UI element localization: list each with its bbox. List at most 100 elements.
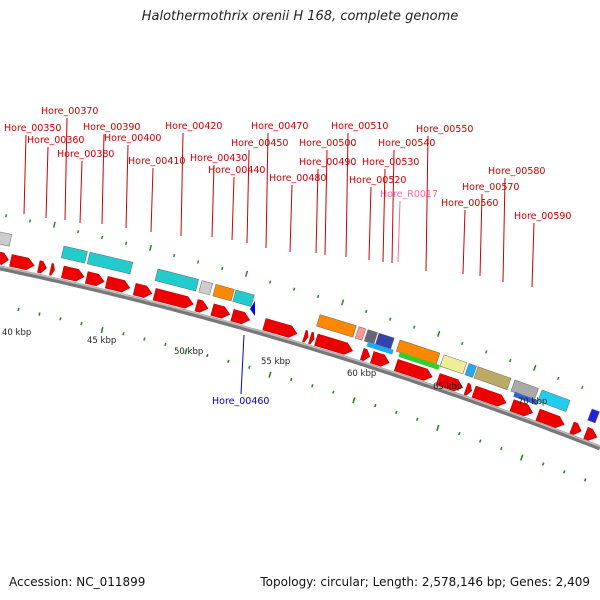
scale-tick xyxy=(80,321,83,326)
gene-label: Hore_00430 xyxy=(190,153,247,164)
cds-arrow xyxy=(49,263,55,276)
gene-leader-line xyxy=(150,167,154,233)
gene-leader-line xyxy=(101,133,105,225)
feature-box xyxy=(232,289,255,307)
scale-tick xyxy=(164,342,167,347)
cds-arrow xyxy=(360,347,371,361)
scale-tick xyxy=(458,431,461,436)
cds-arrow xyxy=(393,359,433,381)
feature-box xyxy=(537,389,571,412)
scale-tick xyxy=(416,417,419,422)
cds-arrow xyxy=(583,427,598,441)
genome-backbone-highlight xyxy=(0,265,600,448)
outer-guide-tick xyxy=(4,214,8,218)
cds-arrow xyxy=(509,399,533,417)
scale-tick xyxy=(478,439,482,443)
gene-label: Hore_00440 xyxy=(208,165,265,176)
outer-guide-tick xyxy=(509,358,512,363)
cds-arrow xyxy=(61,265,85,282)
outer-guide-tick xyxy=(413,325,416,329)
outer-guide-tick xyxy=(221,266,224,271)
gene-leader-line xyxy=(502,177,506,283)
scale-tick xyxy=(311,384,314,388)
gene-leader-line xyxy=(531,222,535,288)
scale-label: 65 kbp xyxy=(433,382,462,392)
scale-tick xyxy=(184,348,188,355)
genome-summary: Topology: circular; Length: 2,578,146 bp… xyxy=(260,575,590,589)
cds-arrow xyxy=(262,318,298,338)
gene-leader-line xyxy=(397,200,401,263)
gene-leader-line xyxy=(231,176,235,241)
scale-label: 40 kbp xyxy=(2,328,31,338)
page-title: Halothermothrix orenii H 168, complete g… xyxy=(141,9,459,24)
scale-tick xyxy=(290,377,293,382)
gene-label: Hore_00560 xyxy=(441,198,498,209)
outer-guide-tick xyxy=(557,376,560,381)
cds-arrow xyxy=(37,260,47,274)
outer-guide-tick xyxy=(437,330,441,337)
feature-stripe xyxy=(513,391,539,406)
gene-leader-line xyxy=(240,334,245,395)
scale-label: 60 kbp xyxy=(347,369,376,379)
feature-box xyxy=(439,354,468,375)
scale-tick xyxy=(499,446,503,451)
feature-box xyxy=(86,251,134,275)
gene-label: Hore_00550 xyxy=(416,124,473,135)
feature-box xyxy=(587,408,600,424)
feature-box xyxy=(154,268,199,292)
scale-tick xyxy=(436,424,440,431)
feature-box xyxy=(198,280,213,296)
feature-stripe xyxy=(398,352,440,370)
outer-guide-tick xyxy=(77,230,80,234)
cds-arrow xyxy=(9,254,35,271)
gene-leader-line xyxy=(64,117,68,221)
outer-guide-tick xyxy=(389,317,392,321)
gene-label: Hore_00350 xyxy=(4,123,61,134)
cds-arrow xyxy=(132,283,153,298)
feature-box xyxy=(61,245,88,264)
feature-box xyxy=(355,326,366,341)
outer-guide-tick xyxy=(101,235,104,240)
gene-label: Hore_00360 xyxy=(27,135,84,146)
outer-guide-tick xyxy=(532,364,537,372)
accession-label: Accession: NC_011899 xyxy=(9,575,146,589)
gene-label: Hore_00540 xyxy=(378,138,435,149)
scale-tick xyxy=(143,337,146,341)
gene-leader-line xyxy=(324,149,328,256)
outer-guide-tick xyxy=(197,260,200,264)
gene-leader-line xyxy=(180,132,184,237)
gene-label: Hore_R0017 xyxy=(380,189,438,200)
cds-arrow xyxy=(194,299,209,313)
cds-arrow xyxy=(471,385,507,407)
scale-tick xyxy=(352,397,356,404)
outer-guide-tick xyxy=(341,299,345,306)
scale-label: 50 kbp xyxy=(174,347,203,357)
cds-arrow xyxy=(435,373,464,392)
gene-label: Hore_00490 xyxy=(299,157,356,168)
scale-tick xyxy=(395,410,398,415)
gene-label: Hore_00470 xyxy=(251,121,308,132)
gene-label: Hore_00410 xyxy=(128,156,185,167)
gene-leader-line xyxy=(425,135,429,272)
gene-label: Hore_00420 xyxy=(165,121,222,132)
gene-label: Hore_00380 xyxy=(57,149,114,160)
cds-arrow xyxy=(302,329,309,343)
scale-tick xyxy=(248,365,251,369)
gene-leader-line xyxy=(382,168,386,263)
feature-box xyxy=(316,314,357,338)
gene-label: Hore_00390 xyxy=(83,122,140,133)
gene-leader-line xyxy=(315,168,319,254)
scale-tick xyxy=(583,478,587,482)
gene-leader-line xyxy=(125,144,129,229)
outer-guide-tick xyxy=(149,244,152,251)
scale-tick xyxy=(38,312,41,316)
cds-arrow xyxy=(308,331,315,345)
scale-tick xyxy=(519,454,524,461)
scale-tick xyxy=(227,359,230,363)
scale-tick xyxy=(268,371,272,378)
gene-leader-line xyxy=(345,132,349,258)
reverse-cds-arrow xyxy=(250,301,255,316)
cds-arrow xyxy=(210,303,231,319)
cds-arrow xyxy=(84,271,105,287)
